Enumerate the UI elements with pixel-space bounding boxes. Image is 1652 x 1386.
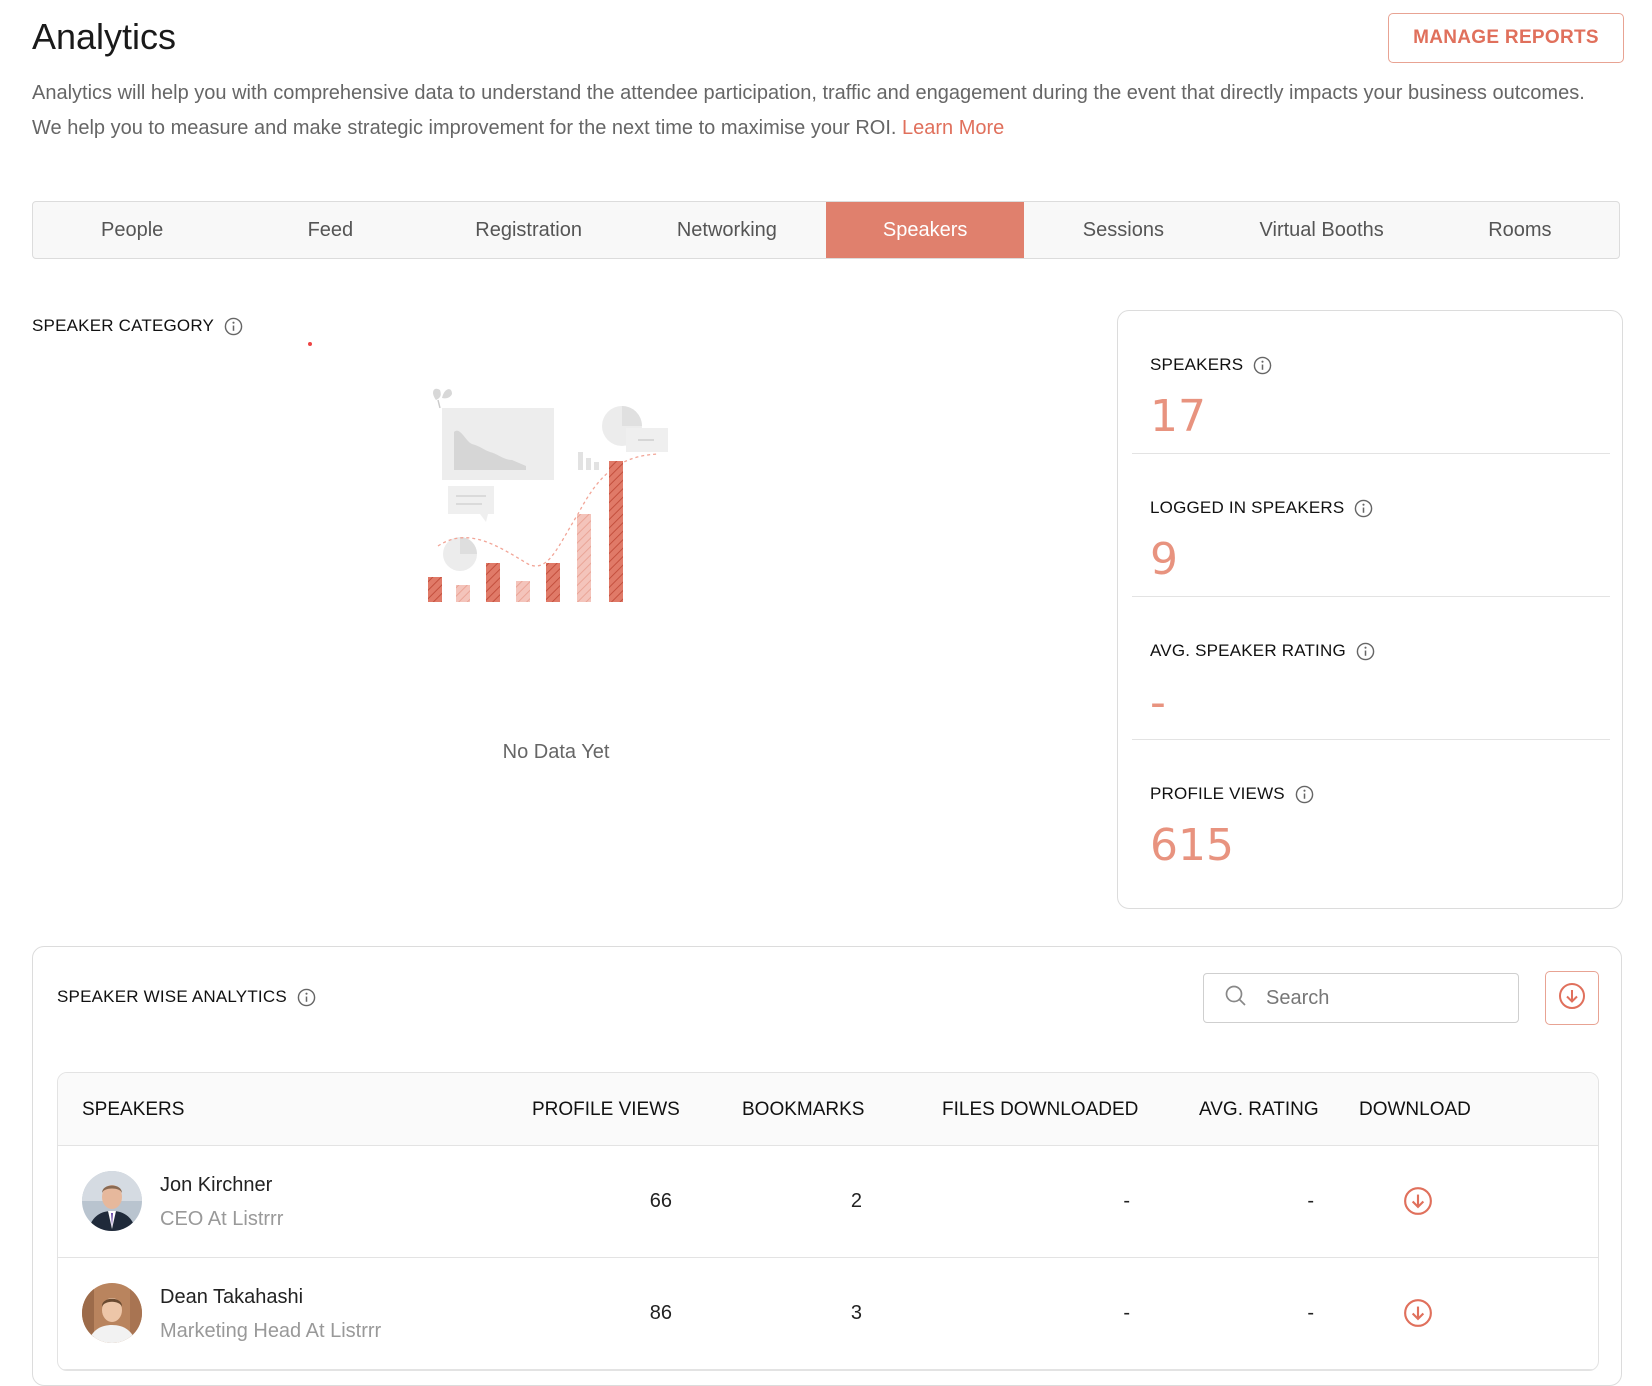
download-icon[interactable] [1403, 1186, 1433, 1216]
tab-virtual-booths[interactable]: Virtual Booths [1259, 218, 1384, 241]
manage-reports-button[interactable]: MANAGE REPORTS [1388, 13, 1624, 63]
speaker-category-label: SPEAKER CATEGORY [32, 316, 215, 335]
tab-feed[interactable]: Feed [307, 218, 354, 241]
info-icon[interactable] [1253, 356, 1272, 375]
info-icon[interactable] [1295, 785, 1314, 804]
table-header: SPEAKERS PROFILE VIEWS BOOKMARKS FILES D… [58, 1073, 1598, 1146]
tab-rooms[interactable]: Rooms [1488, 218, 1552, 241]
stat-label: AVG. SPEAKER RATING [1150, 641, 1346, 660]
tab-registration[interactable]: Registration [475, 218, 582, 241]
stat-label: LOGGED IN SPEAKERS [1150, 498, 1345, 517]
stat-speakers: SPEAKERS 17 [1132, 311, 1610, 454]
intro-body: Analytics will help you with comprehensi… [32, 82, 1585, 139]
speaker-wise-heading: SPEAKER WISE ANALYTICS [57, 987, 316, 1007]
info-icon[interactable] [1356, 642, 1375, 661]
profile-views-cell: 86 [649, 1302, 672, 1324]
page-title: Analytics [32, 16, 177, 57]
col-files-downloaded[interactable]: FILES DOWNLOADED [942, 1099, 1139, 1120]
analytics-tabs: People Feed Registration Networking Spea… [32, 201, 1620, 259]
info-icon[interactable] [297, 988, 316, 1007]
download-icon[interactable] [1403, 1298, 1433, 1328]
search-field[interactable] [1203, 973, 1519, 1023]
speaker-name: Dean Takahashi [160, 1286, 304, 1308]
stat-avg-speaker-rating: AVG. SPEAKER RATING - [1132, 597, 1610, 740]
avatar [82, 1283, 142, 1343]
profile-views-cell: 66 [649, 1190, 672, 1212]
col-avg-rating[interactable]: AVG. RATING [1199, 1099, 1319, 1120]
stat-profile-views-heading: PROFILE VIEWS [1150, 784, 1314, 804]
bookmarks-cell: 2 [850, 1190, 862, 1212]
no-data-text: No Data Yet [502, 741, 610, 763]
info-icon[interactable] [1354, 499, 1373, 518]
col-bookmarks[interactable]: BOOKMARKS [742, 1099, 865, 1120]
tab-people[interactable]: People [100, 218, 164, 241]
empty-chart-illustration [428, 386, 678, 646]
download-all-button[interactable] [1545, 971, 1599, 1025]
files-downloaded-cell: - [1123, 1190, 1130, 1212]
tab-networking[interactable]: Networking [676, 218, 777, 241]
col-download: DOWNLOAD [1359, 1099, 1471, 1120]
avg-rating-cell: - [1307, 1302, 1314, 1324]
stat-value: 9 [1150, 534, 1178, 585]
search-input[interactable] [1264, 985, 1508, 1011]
stat-avg-rating-heading: AVG. SPEAKER RATING [1150, 641, 1375, 661]
speaker-category-heading: SPEAKER CATEGORY [32, 316, 243, 336]
intro-text: Analytics will help you with comprehensi… [32, 76, 1602, 146]
col-speakers[interactable]: SPEAKERS [82, 1099, 185, 1120]
stat-profile-views: PROFILE VIEWS 615 [1132, 740, 1610, 883]
stat-value: 615 [1150, 820, 1234, 871]
download-icon [1558, 982, 1586, 1015]
avatar [82, 1171, 142, 1231]
info-icon[interactable] [224, 317, 243, 336]
speaker-title: Marketing Head At Listrrr [160, 1320, 382, 1342]
marker-dot [308, 342, 312, 346]
speaker-name: Jon Kirchner [160, 1174, 273, 1196]
stat-value: 17 [1150, 391, 1206, 442]
stat-value: - [1150, 677, 1166, 728]
speaker-title: CEO At Listrrr [160, 1208, 284, 1230]
stat-logged-in-speakers: LOGGED IN SPEAKERS 9 [1132, 454, 1610, 597]
stat-label: SPEAKERS [1150, 355, 1244, 374]
speaker-table: SPEAKERS PROFILE VIEWS BOOKMARKS FILES D… [57, 1072, 1599, 1371]
stat-logged-in-heading: LOGGED IN SPEAKERS [1150, 498, 1373, 518]
table-row: Jon Kirchner CEO At Listrrr 66 2 - - [58, 1146, 1598, 1258]
col-profile-views[interactable]: PROFILE VIEWS [532, 1099, 680, 1120]
bookmarks-cell: 3 [850, 1302, 862, 1324]
learn-more-link[interactable]: Learn More [902, 117, 1005, 139]
speaker-stats-card: SPEAKERS 17 LOGGED IN SPEAKERS 9 AVG. SP… [1117, 310, 1623, 909]
speaker-wise-analytics-card: SPEAKER WISE ANALYTICS SPEAKERS PROFILE … [32, 946, 1622, 1386]
tab-sessions[interactable]: Sessions [1082, 218, 1164, 241]
tab-speakers[interactable]: Speakers [826, 202, 1025, 258]
stat-speakers-heading: SPEAKERS [1150, 355, 1272, 375]
files-downloaded-cell: - [1123, 1302, 1130, 1324]
speaker-wise-label: SPEAKER WISE ANALYTICS [57, 987, 287, 1006]
search-icon [1224, 984, 1248, 1013]
stat-label: PROFILE VIEWS [1150, 784, 1285, 803]
table-row: Dean Takahashi Marketing Head At Listrrr… [58, 1258, 1598, 1370]
avg-rating-cell: - [1307, 1190, 1314, 1212]
